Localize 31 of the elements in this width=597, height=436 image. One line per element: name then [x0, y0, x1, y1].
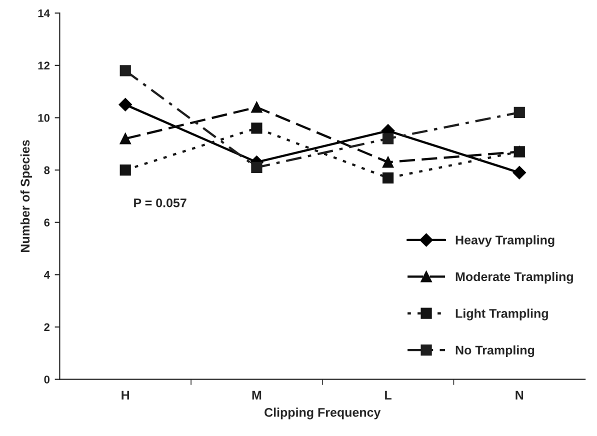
- point: [120, 65, 131, 76]
- point: [514, 106, 525, 118]
- y-tick-label: 4: [44, 271, 50, 279]
- point: [120, 164, 131, 176]
- point: [382, 172, 394, 184]
- y-tick-label: 8: [44, 166, 50, 174]
- x-tick-label: L: [385, 390, 392, 400]
- legend-label: Heavy Trampling: [456, 235, 554, 247]
- point: [382, 133, 394, 144]
- point: [251, 102, 262, 113]
- y-tick-label: 10: [38, 114, 50, 122]
- x-tick-label: H: [122, 390, 130, 400]
- point: [382, 156, 394, 168]
- annotation: P = 0.057: [134, 198, 186, 208]
- y-tick-label: 6: [44, 218, 50, 226]
- legend-label: No Trampling: [456, 345, 534, 358]
- y-tick-label: 2: [44, 323, 50, 332]
- x-axis-title: Clipping Frequency: [264, 408, 381, 420]
- point: [120, 133, 131, 144]
- point: [512, 166, 526, 180]
- point: [251, 122, 262, 134]
- x-tick-label: N: [516, 390, 524, 400]
- y-tick-label: 14: [38, 9, 50, 18]
- y-tick-label: 12: [38, 62, 50, 70]
- x-tick-label: M: [252, 390, 262, 400]
- y-axis-title: Number of Species: [20, 140, 32, 252]
- point: [118, 98, 132, 112]
- legend-label: Moderate Trampling: [456, 272, 573, 284]
- y-tick-label: 0: [44, 376, 50, 384]
- point: [251, 162, 262, 173]
- legend-label: Light Trampling: [456, 308, 548, 320]
